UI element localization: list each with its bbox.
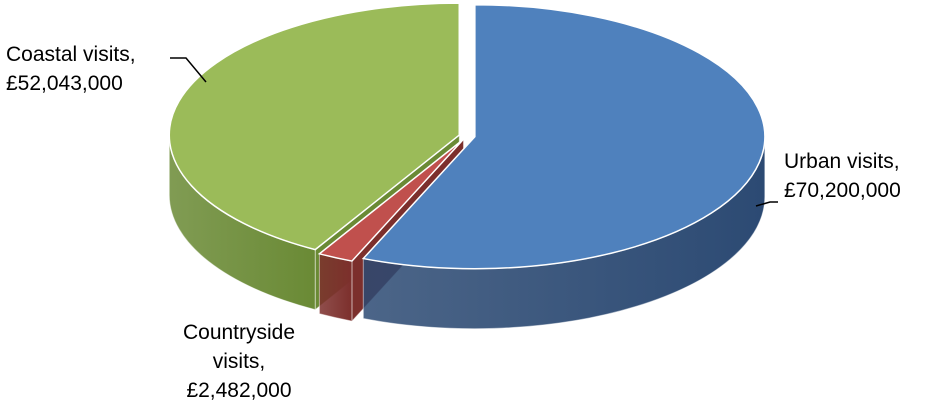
leader-line-coastal xyxy=(170,57,207,83)
leader-line-urban xyxy=(755,201,778,207)
data-label-urban: Urban visits, £70,200,000 xyxy=(784,147,901,205)
data-label-coastal-line-1: Coastal visits, xyxy=(6,43,136,66)
pie-tops xyxy=(168,2,766,270)
data-label-urban-line-1: Urban visits, xyxy=(784,150,900,173)
pie-slice-urban xyxy=(361,3,766,270)
pie-slice-coastal xyxy=(168,2,461,251)
data-label-coastal-line-2: £52,043,000 xyxy=(6,72,123,95)
data-label-coastal: Coastal visits, £52,043,000 xyxy=(6,40,136,98)
pie-side-countryside xyxy=(318,253,353,322)
data-label-countryside: Countryside visits, £2,482,000 xyxy=(166,318,312,405)
leader-lines xyxy=(170,57,778,207)
pie-slice-countryside xyxy=(317,138,465,262)
data-label-countryside-line-1: Countryside xyxy=(182,321,296,344)
data-label-urban-line-2: £70,200,000 xyxy=(784,179,901,202)
data-label-countryside-line-3: £2,482,000 xyxy=(186,379,292,402)
data-label-countryside-line-2: visits, xyxy=(212,350,266,373)
